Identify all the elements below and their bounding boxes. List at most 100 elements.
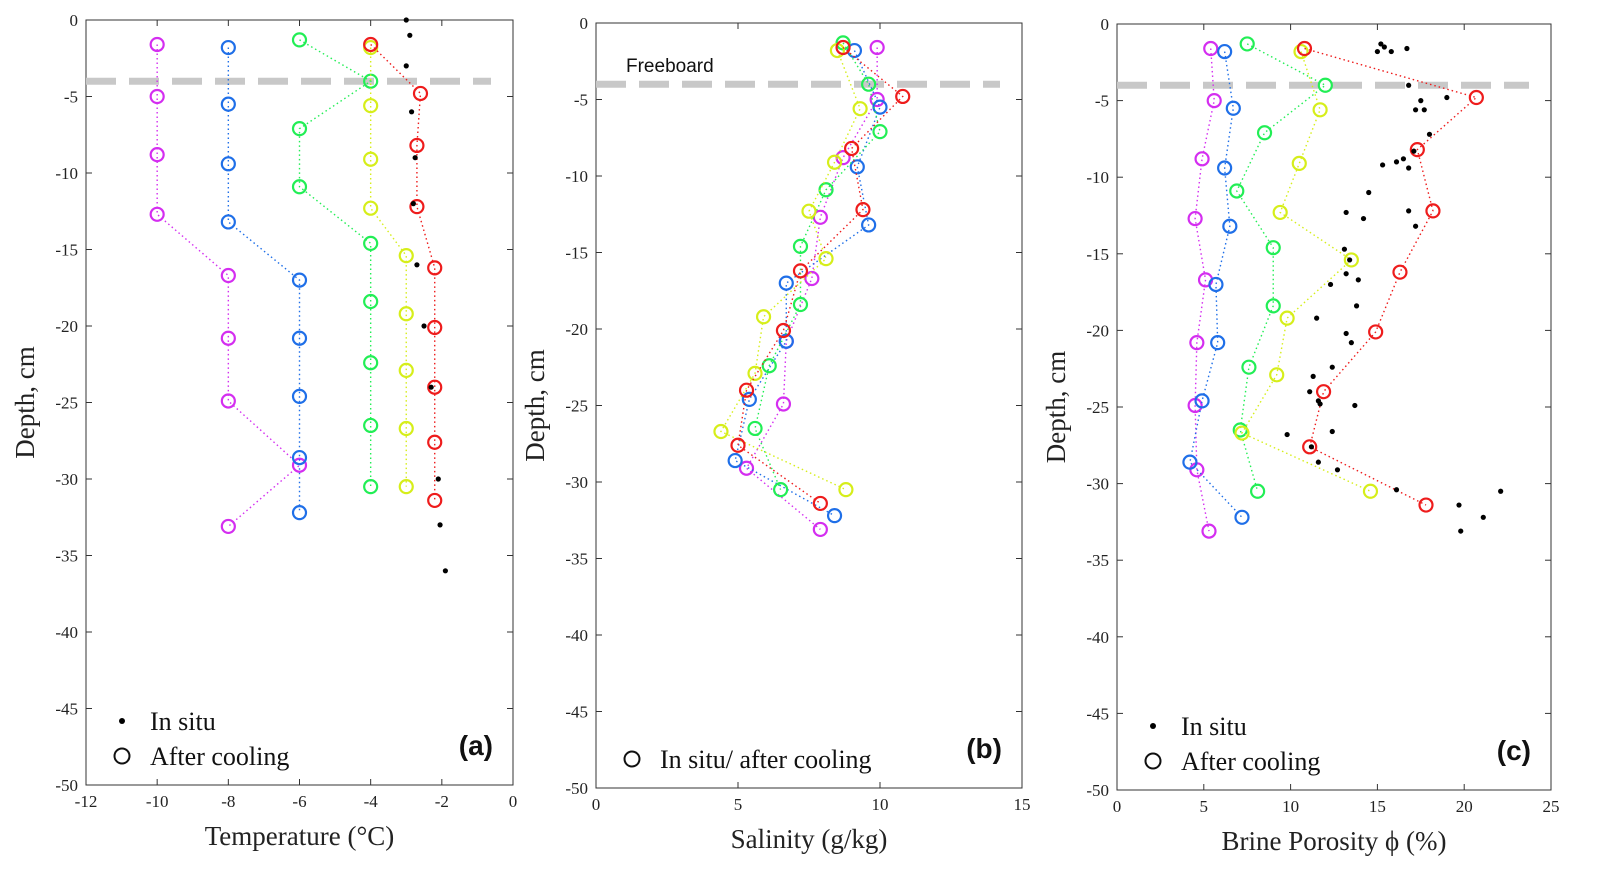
data-point-magenta bbox=[220, 330, 236, 346]
series-line-yellow bbox=[719, 50, 861, 491]
y-tick-label: -50 bbox=[565, 779, 588, 798]
y-tick-label: -25 bbox=[1086, 398, 1109, 417]
data-point-red bbox=[363, 36, 379, 53]
panel-tag: (c) bbox=[1497, 735, 1531, 766]
y-tick-label: -30 bbox=[1086, 475, 1109, 494]
insitu-point bbox=[1406, 208, 1412, 214]
data-point-red bbox=[835, 39, 851, 56]
data-point-blue bbox=[291, 272, 308, 288]
x-tick-label: 5 bbox=[734, 795, 743, 814]
y-tick-label: -35 bbox=[565, 550, 588, 569]
y-tick-label: 0 bbox=[580, 14, 589, 33]
data-point-green bbox=[861, 76, 877, 92]
data-point-magenta bbox=[1206, 92, 1222, 109]
insitu-point bbox=[414, 262, 420, 268]
insitu-point bbox=[410, 201, 416, 207]
y-tick-label: -30 bbox=[565, 473, 588, 492]
data-point-magenta bbox=[220, 267, 236, 284]
insitu-point bbox=[1380, 162, 1386, 168]
y-tick-label: -45 bbox=[55, 700, 78, 719]
series-line-blue bbox=[1189, 51, 1243, 518]
data-point-red bbox=[1409, 142, 1425, 158]
data-point-green bbox=[872, 124, 888, 140]
insitu-point bbox=[403, 63, 409, 69]
y-tick-label: -35 bbox=[1086, 551, 1109, 570]
insitu-point bbox=[1444, 94, 1450, 101]
data-point-yellow bbox=[1272, 204, 1288, 221]
x-tick-label: 15 bbox=[1369, 797, 1386, 816]
data-point-green bbox=[363, 417, 379, 434]
insitu-point bbox=[1498, 488, 1504, 494]
insitu-point bbox=[1284, 431, 1290, 438]
data-point-yellow bbox=[363, 200, 379, 216]
data-point-blue bbox=[291, 388, 308, 404]
series-line-red bbox=[1304, 47, 1478, 506]
data-point-magenta bbox=[1189, 335, 1205, 351]
insitu-point bbox=[1456, 502, 1462, 508]
series-line-green bbox=[298, 39, 372, 487]
insitu-point bbox=[407, 32, 413, 38]
x-axis-label: Salinity (g/kg) bbox=[731, 824, 888, 854]
data-point-green bbox=[363, 235, 379, 251]
insitu-point bbox=[1393, 487, 1400, 493]
x-tick-label: 0 bbox=[1113, 797, 1122, 816]
data-point-blue bbox=[291, 449, 308, 466]
insitu-point bbox=[1307, 389, 1313, 395]
legend-circle-marker bbox=[1144, 752, 1162, 770]
data-point-blue bbox=[1182, 454, 1198, 470]
data-point-yellow bbox=[801, 203, 817, 219]
insitu-point bbox=[1343, 271, 1349, 277]
insitu-point bbox=[1314, 315, 1320, 321]
data-point-red bbox=[1296, 40, 1313, 57]
insitu-point bbox=[1310, 373, 1316, 379]
insitu-point bbox=[1347, 257, 1353, 263]
y-tick-label: 0 bbox=[70, 11, 79, 30]
y-tick-label: -5 bbox=[64, 88, 78, 107]
insitu-point bbox=[1317, 401, 1323, 407]
insitu-point bbox=[1308, 444, 1315, 450]
data-point-yellow bbox=[1312, 102, 1328, 118]
series-line-green bbox=[1235, 43, 1327, 492]
data-point-red bbox=[409, 137, 425, 154]
data-point-blue bbox=[291, 330, 308, 346]
data-point-magenta bbox=[869, 91, 885, 108]
data-point-green bbox=[291, 121, 308, 137]
legend-dot-marker bbox=[1150, 723, 1156, 729]
data-point-red bbox=[895, 88, 911, 105]
data-point-magenta bbox=[1189, 462, 1205, 478]
insitu-point bbox=[1418, 98, 1424, 104]
insitu-point bbox=[1393, 159, 1400, 165]
insitu-point bbox=[1353, 303, 1360, 309]
y-axis-label: Depth, cm bbox=[1041, 351, 1071, 463]
insitu-point bbox=[435, 476, 441, 482]
data-point-magenta bbox=[1194, 151, 1210, 167]
x-tick-label: 0 bbox=[509, 792, 518, 811]
freeboard-annotation: Freeboard bbox=[626, 56, 714, 77]
y-tick-label: -45 bbox=[1086, 704, 1109, 723]
data-point-blue bbox=[1217, 160, 1233, 176]
data-point-blue bbox=[220, 96, 236, 112]
insitu-point bbox=[1480, 514, 1486, 520]
x-tick-label: 15 bbox=[1014, 795, 1031, 814]
insitu-point bbox=[1406, 82, 1412, 88]
y-tick-label: -45 bbox=[565, 703, 588, 722]
series-line-magenta bbox=[1194, 48, 1215, 532]
y-tick-label: -15 bbox=[1086, 245, 1109, 264]
data-point-green bbox=[1250, 483, 1266, 499]
insitu-point bbox=[1412, 107, 1419, 113]
y-tick-label: -20 bbox=[1086, 321, 1109, 340]
data-point-blue bbox=[1194, 393, 1210, 409]
y-tick-label: -40 bbox=[55, 623, 78, 642]
series-line-red bbox=[370, 43, 436, 501]
y-tick-label: -20 bbox=[565, 320, 588, 339]
series-line-magenta bbox=[156, 44, 301, 527]
data-point-green bbox=[363, 293, 379, 310]
insitu-point bbox=[412, 155, 418, 161]
insitu-point bbox=[437, 522, 443, 528]
x-tick-label: 5 bbox=[1200, 797, 1209, 816]
panel-c-brine-porosity: 0 5 10 15 20 25 0 -5 -10 -15 -20 -25 -30 -35 -40 -45 -50… bbox=[1041, 15, 1560, 856]
data-point-magenta bbox=[220, 518, 236, 535]
x-tick-label: -12 bbox=[75, 792, 98, 811]
data-point-red bbox=[427, 260, 443, 276]
data-point-blue bbox=[778, 333, 794, 349]
